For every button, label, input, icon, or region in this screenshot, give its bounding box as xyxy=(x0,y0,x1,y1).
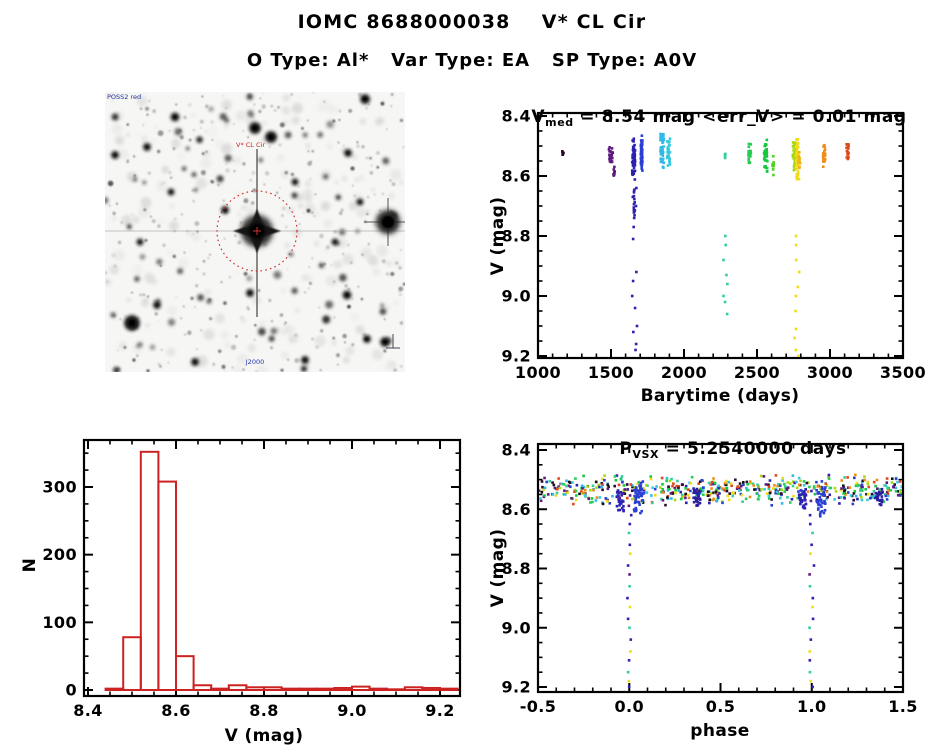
svg-text:8.4: 8.4 xyxy=(501,441,531,460)
svg-text:8.8: 8.8 xyxy=(501,227,531,246)
finding-chart-image: POSS2 red V* CL Cir J2000 xyxy=(105,92,405,372)
bright-neighbour-star xyxy=(364,198,405,246)
svg-text:9.2: 9.2 xyxy=(425,701,455,720)
svg-text:0.0: 0.0 xyxy=(614,697,644,716)
bright-field-stars xyxy=(111,94,390,366)
phase-folded-plot: -0.5 0.0 0.5 1.0 1.5 8.4 8.6 8.8 9.0 9.2 xyxy=(501,441,917,717)
svg-text:2500: 2500 xyxy=(734,363,780,382)
svg-text:9.2: 9.2 xyxy=(501,678,531,697)
svg-text:9.0: 9.0 xyxy=(501,287,531,306)
svg-text:-0.5: -0.5 xyxy=(520,697,557,716)
magnitude-histogram: 8.4 8.6 8.8 9.0 9.2 0 100 200 300 xyxy=(42,438,462,720)
svg-text:3500: 3500 xyxy=(880,363,926,382)
svg-text:8.8: 8.8 xyxy=(501,559,531,578)
target-name-label: V* CL Cir xyxy=(236,141,265,149)
svg-text:9.2: 9.2 xyxy=(501,347,531,366)
time-plot-xlabel: Barytime (days) xyxy=(640,386,800,406)
phase-plot-xlabel: phase xyxy=(690,721,750,741)
svg-text:300: 300 xyxy=(42,478,77,497)
svg-text:8.8: 8.8 xyxy=(249,701,279,720)
svg-text:200: 200 xyxy=(42,545,77,564)
vmed-subscript: med xyxy=(545,116,574,129)
page-subtitle: O Type: Al* Var Type: EA SP Type: A0V xyxy=(246,50,698,71)
svg-text:2000: 2000 xyxy=(661,363,707,382)
svg-text:3000: 3000 xyxy=(807,363,853,382)
svg-text:9.0: 9.0 xyxy=(501,618,531,637)
svg-text:9.0: 9.0 xyxy=(337,701,367,720)
target-circle xyxy=(216,190,298,272)
svg-text:8.6: 8.6 xyxy=(501,167,531,186)
page-title: IOMC 8688000038 V* CL Cir xyxy=(297,11,647,33)
svg-text:100: 100 xyxy=(42,613,77,632)
svg-text:8.4: 8.4 xyxy=(73,701,103,720)
time-lightcurve-plot: 1000 1500 2000 2500 3000 3500 8.4 8.6 8.8 9.0 9.2 xyxy=(501,107,926,383)
svg-text:8.6: 8.6 xyxy=(161,701,191,720)
svg-text:0.5: 0.5 xyxy=(706,697,736,716)
time-plot-points xyxy=(561,132,850,357)
svg-text:1.0: 1.0 xyxy=(797,697,827,716)
phase-plot-points xyxy=(539,473,902,689)
svg-text:0: 0 xyxy=(65,681,77,700)
svg-text:1000: 1000 xyxy=(515,363,561,382)
survey-label: POSS2 red xyxy=(107,93,141,101)
histogram-xlabel: V (mag) xyxy=(224,726,304,746)
period-subscript: VSX xyxy=(632,448,660,461)
svg-text:8.6: 8.6 xyxy=(501,500,531,519)
svg-text:1.5: 1.5 xyxy=(888,697,918,716)
coordinate-label: J2000 xyxy=(245,358,264,366)
svg-text:8.4: 8.4 xyxy=(501,107,531,126)
svg-text:1500: 1500 xyxy=(588,363,634,382)
